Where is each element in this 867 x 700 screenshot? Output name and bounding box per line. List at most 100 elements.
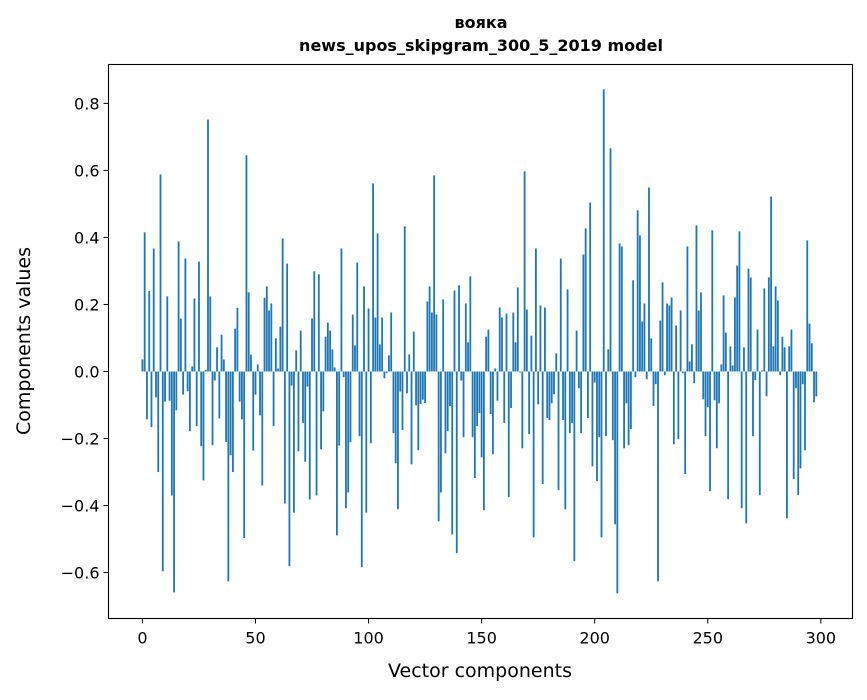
bar [383,371,386,379]
bar [654,371,657,385]
bar [324,336,327,372]
bar [663,371,666,376]
bar [534,248,537,372]
bar [471,371,474,438]
bar [799,371,802,469]
bar [709,371,711,492]
bar [562,371,564,421]
bar [781,336,784,372]
bar [155,371,157,398]
y-tick-label: −0.2 [61,430,100,449]
bar [141,359,144,372]
bar [587,371,589,419]
bar [311,318,313,372]
bar [415,371,417,406]
bar [512,312,515,372]
bar [247,292,250,372]
bar [277,368,280,372]
bar [369,371,372,444]
bar [374,317,377,372]
bar [363,286,365,372]
bar [175,371,178,411]
bar [152,248,155,372]
bar [657,371,659,582]
bar [745,371,748,524]
bar [354,345,356,372]
bar [261,371,264,486]
bar [616,371,619,594]
bar [541,371,544,485]
bar [157,371,160,473]
bar [170,371,173,496]
bar [627,371,630,446]
bar [607,349,610,372]
bar [641,321,644,372]
bar [659,320,662,372]
bar [596,371,598,482]
bar [770,196,772,372]
bar [772,346,775,372]
bar [564,371,567,510]
bar [360,371,363,568]
bar [274,338,277,372]
bar [609,148,612,372]
bar [173,371,175,593]
bar [516,287,519,372]
bar [326,322,329,372]
bar [231,371,234,473]
bar [645,371,648,380]
bar [713,371,716,401]
bar [559,258,562,372]
bar [652,371,655,407]
bar [243,371,246,539]
bar [195,371,198,427]
bar [629,371,632,430]
bar [672,371,675,445]
bar [530,335,533,372]
bar [715,371,718,449]
bar [670,297,673,372]
bar [704,371,707,437]
bar [553,371,555,395]
bar [790,329,793,372]
bar [430,312,433,372]
bar [283,371,286,504]
bar [306,371,309,387]
bar [727,371,730,500]
bar [469,276,472,372]
bar [494,368,497,372]
bar [335,371,338,536]
bar [467,342,469,372]
y-tick-label: 0.4 [74,228,99,247]
bar [345,371,347,509]
bar [408,354,411,372]
bar [191,366,194,372]
bar [720,364,723,372]
bar [458,285,460,372]
bar [736,265,739,372]
bar [250,354,252,372]
bar [718,371,720,404]
bar [342,371,345,378]
bar [207,119,209,372]
bar [684,371,687,475]
bar [365,371,368,513]
bar [290,371,293,386]
bar [496,371,499,401]
bar [743,347,745,372]
bar [611,371,614,441]
bar [148,291,151,372]
bar [758,371,761,496]
chart-title-line-2: news_upos_skipgram_300_5_2019 model [299,36,663,55]
bar [505,313,508,372]
bar [317,274,320,372]
bar [756,329,759,372]
bar [146,371,148,420]
bar [367,308,370,372]
bar [198,261,200,372]
bar [302,371,304,424]
bar [218,371,221,419]
bar [412,331,415,372]
bar [729,346,732,372]
bar [297,371,300,452]
